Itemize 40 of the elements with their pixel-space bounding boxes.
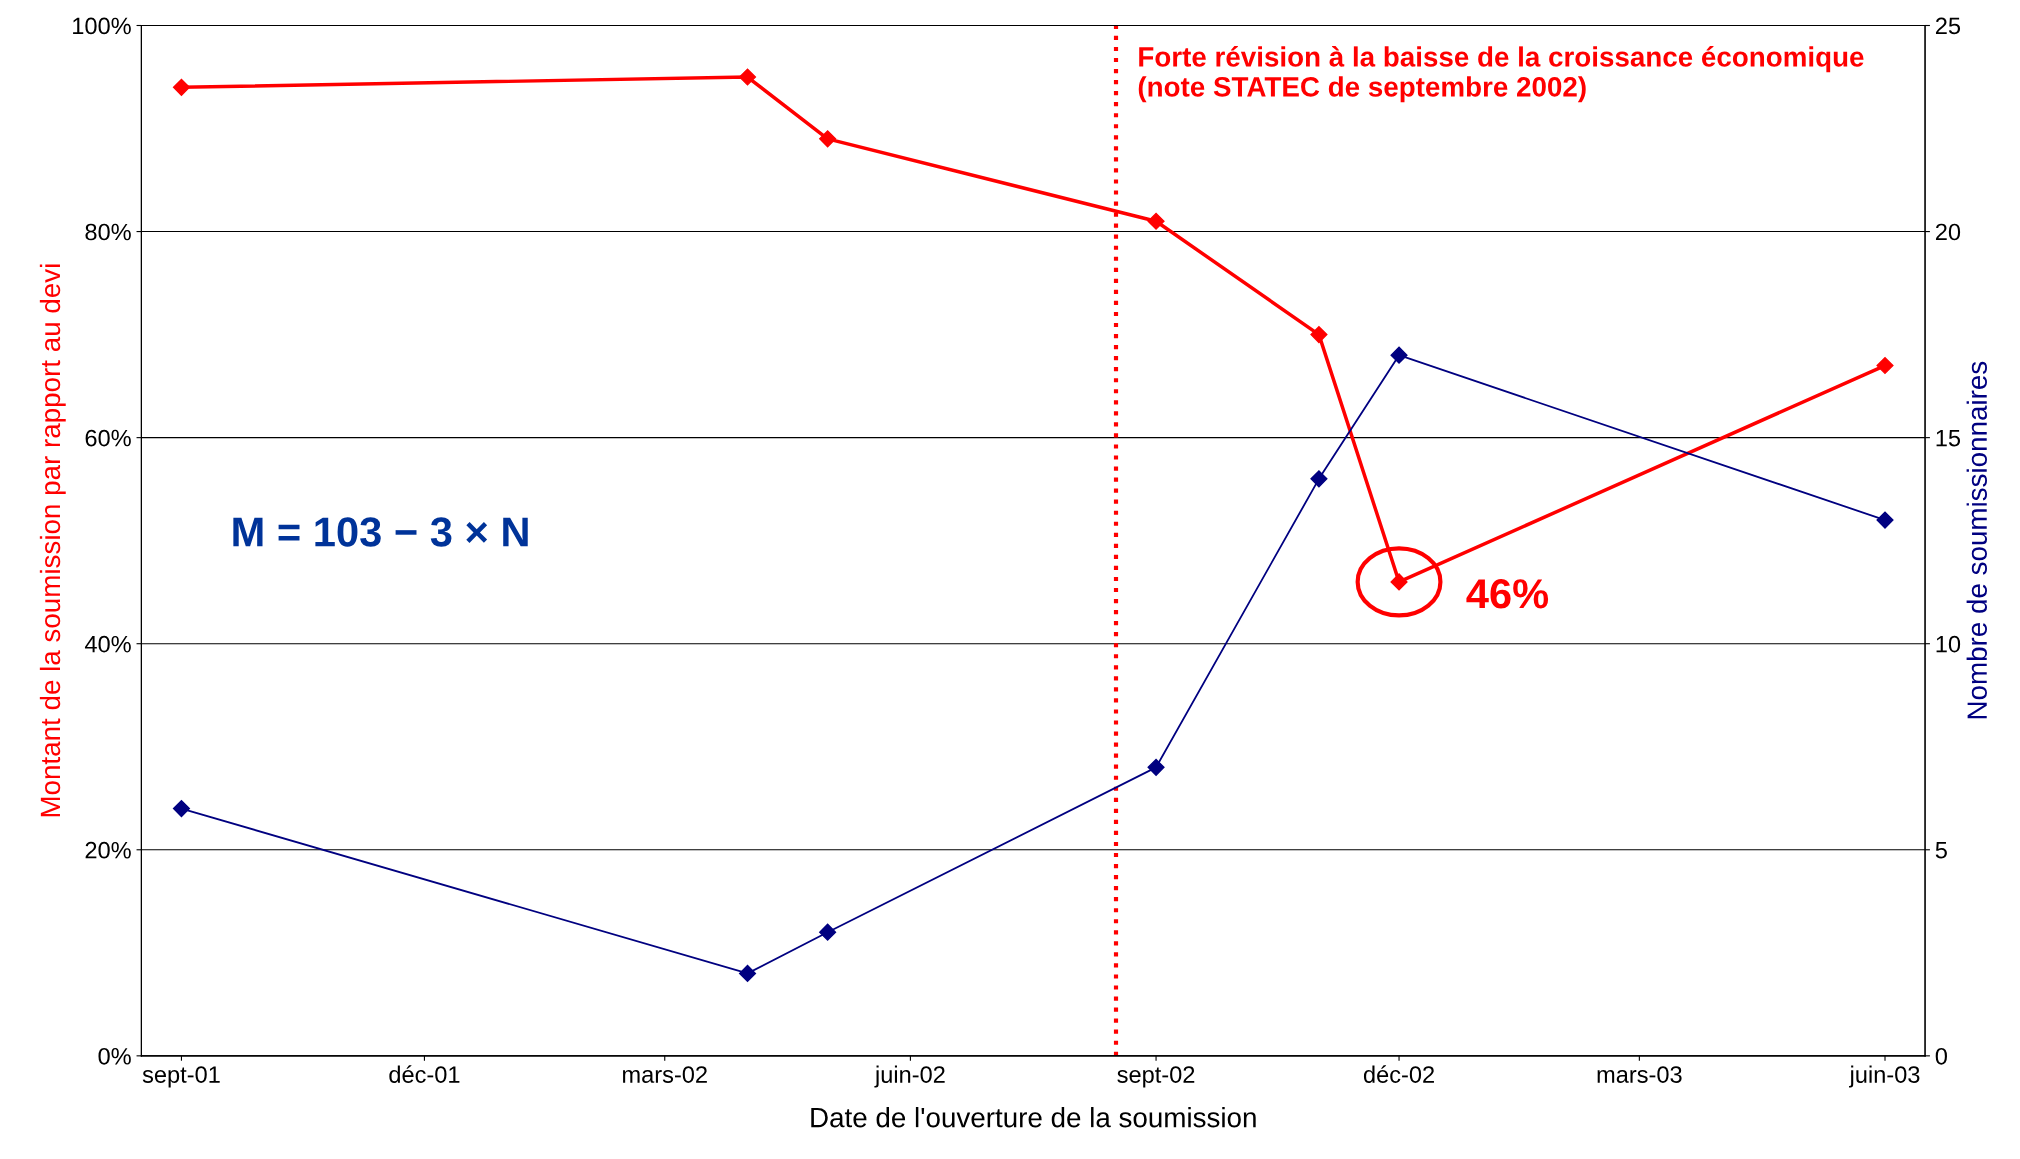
- point: [738, 964, 757, 982]
- x-tick-label: sept-01: [142, 1066, 220, 1088]
- point: [738, 68, 757, 86]
- y-tick-label: 0%: [98, 1047, 131, 1065]
- point: [1147, 758, 1165, 776]
- x-tick-label: mars-03: [1597, 1066, 1682, 1083]
- x-tick-label: déc-01: [389, 1065, 460, 1083]
- point: [819, 130, 837, 148]
- point: [1390, 346, 1408, 364]
- x-axis-title: Date de l'ouverture de la soumission: [811, 1107, 1256, 1128]
- y-tick-label: 40%: [84, 635, 131, 653]
- y-tick-label: 100%: [73, 17, 131, 35]
- point: [1310, 326, 1328, 344]
- y2-tick-label: 0: [1935, 1047, 1947, 1065]
- point: [1876, 356, 1894, 375]
- y-tick-label: 20%: [85, 841, 131, 859]
- point: [172, 78, 191, 96]
- y2-tick-label: 20: [1935, 223, 1961, 241]
- y2-tick-label: 25: [1935, 17, 1961, 35]
- y-tick-label: 80%: [85, 223, 131, 241]
- x-tick-label: juin-03: [1849, 1065, 1920, 1088]
- x-tick-label: déc-02: [1363, 1065, 1434, 1083]
- y2-tick-label: 10: [1936, 635, 1961, 653]
- y-tick-label: 60%: [85, 429, 131, 447]
- point: [819, 923, 837, 941]
- y2-tick-label: 15: [1936, 429, 1961, 447]
- y2-axis-title: Nombre de soumissionnaires: [1966, 361, 1987, 719]
- x-tick-label: mars-02: [623, 1066, 707, 1083]
- x-tick-label: juin-02: [874, 1065, 945, 1088]
- point: [1876, 511, 1894, 529]
- y-axis-title: Montant de la soumission par rapport au devi: [39, 264, 66, 817]
- point: [1390, 573, 1408, 591]
- annotation: 46%: [1466, 579, 1549, 609]
- y2-tick-label: 5: [1935, 842, 1947, 859]
- point: [1147, 212, 1165, 230]
- annotation: M = 103 − 3 × N: [233, 517, 528, 547]
- x-tick-label: sept-02: [1117, 1066, 1195, 1088]
- ref-line-label: Forte révision à la baisse de la croissance économique (note STATEC de septembre 2002): [1138, 46, 1864, 103]
- point: [172, 800, 191, 818]
- point: [1310, 470, 1328, 488]
